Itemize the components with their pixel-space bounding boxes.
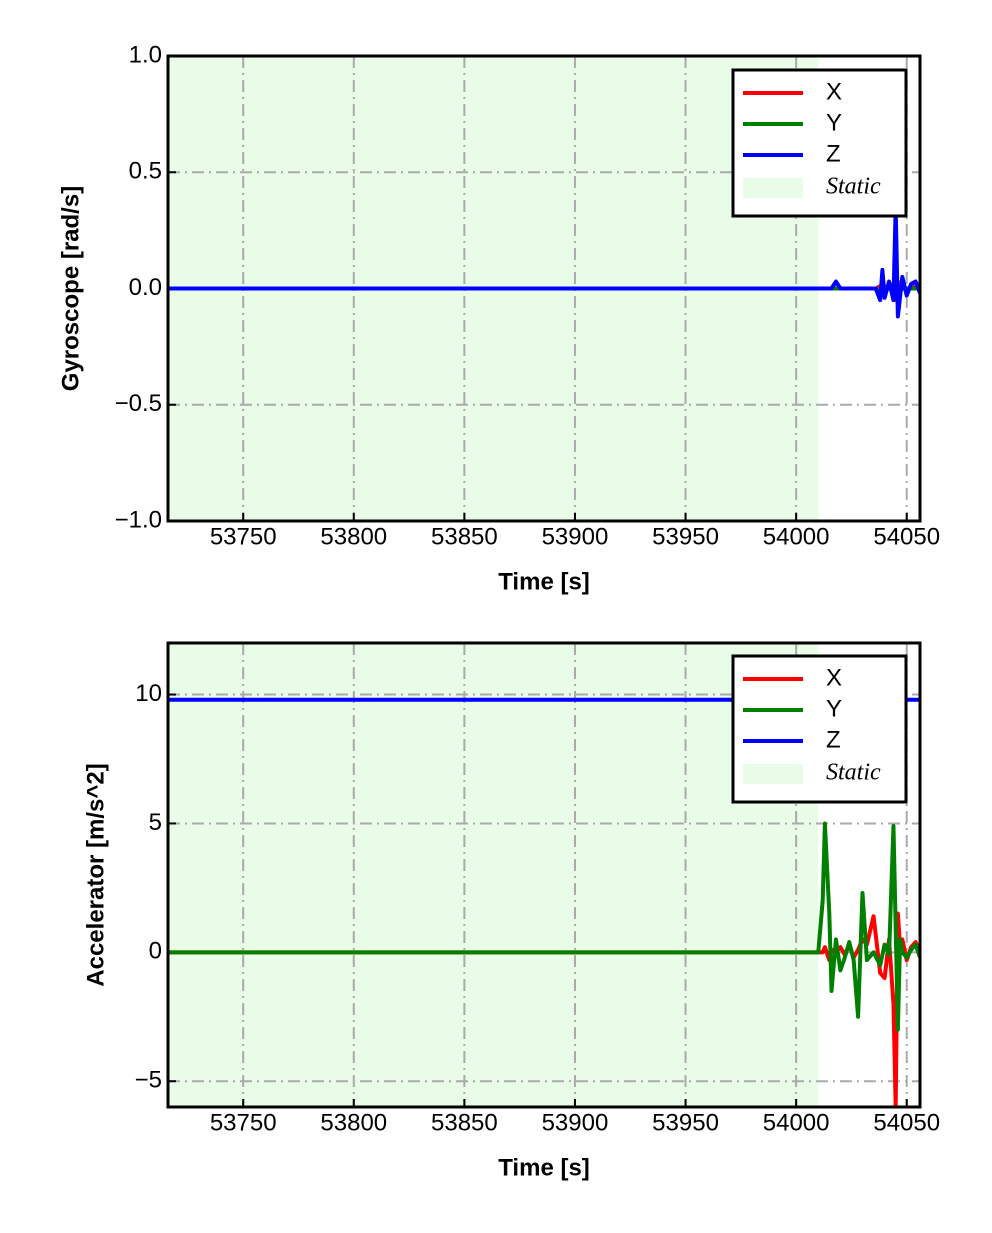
x-tick-label: 53850 xyxy=(431,1109,498,1136)
y-tick-label: −0.5 xyxy=(115,390,162,417)
x-tick-label: 53900 xyxy=(542,1109,609,1136)
x-tick-label: 53950 xyxy=(652,523,719,550)
y-tick-label: 10 xyxy=(135,680,162,707)
subplot: 53750 53800 53850 53900 53950 54000 54050 −1.0 −… xyxy=(57,41,940,595)
x-tick-label: 53900 xyxy=(542,523,609,550)
y-axis-label: Gyroscope [rad/s] xyxy=(57,186,84,391)
x-tick-label: 53750 xyxy=(210,1109,277,1136)
legend-label: X xyxy=(826,664,842,691)
y-tick-label: −5 xyxy=(135,1067,162,1094)
plot-frame xyxy=(166,641,922,1109)
y-tick-label: 0.0 xyxy=(129,274,162,301)
x-tick-label: 54050 xyxy=(873,523,940,550)
x-tick-label: 53800 xyxy=(320,1109,387,1136)
y-tick-label: −1.0 xyxy=(115,506,162,533)
legend-label: Z xyxy=(826,140,841,167)
legend-label: Y xyxy=(826,695,842,722)
legend-label: X xyxy=(826,78,842,105)
y-axis-label: Accelerator [m/s^2] xyxy=(82,763,109,986)
x-tick-label: 53800 xyxy=(320,523,387,550)
x-tick-label: 54050 xyxy=(873,1109,940,1136)
subplot: 53750 53800 53850 53900 53950 54000 54050 −5 0 5 1… xyxy=(82,641,940,1181)
span xyxy=(168,643,819,1107)
legend-label: Static xyxy=(826,760,881,786)
x-tick-label: 53750 xyxy=(210,523,277,550)
y-tick-label: 5 xyxy=(149,809,162,836)
legend-label: Z xyxy=(826,726,841,753)
x-tick-label: 53850 xyxy=(431,523,498,550)
x-tick-label: 54000 xyxy=(763,523,830,550)
x-axis-label: Time [s] xyxy=(498,1154,590,1181)
x-tick-label: 53950 xyxy=(652,1109,719,1136)
x-axis-label: Time [s] xyxy=(498,568,590,595)
series-line xyxy=(168,205,920,319)
series-line xyxy=(168,821,920,1032)
plot-frame xyxy=(166,54,922,523)
y-tick-label: 0 xyxy=(149,938,162,965)
legend-swatch xyxy=(743,764,803,784)
x-tick-label: 54000 xyxy=(763,1109,830,1136)
y-tick-label: 0.5 xyxy=(129,158,162,185)
legend-label: Y xyxy=(826,109,842,136)
y-tick-label: 1.0 xyxy=(129,41,162,68)
legend-swatch xyxy=(743,178,803,198)
legend-label: Static xyxy=(826,174,881,200)
